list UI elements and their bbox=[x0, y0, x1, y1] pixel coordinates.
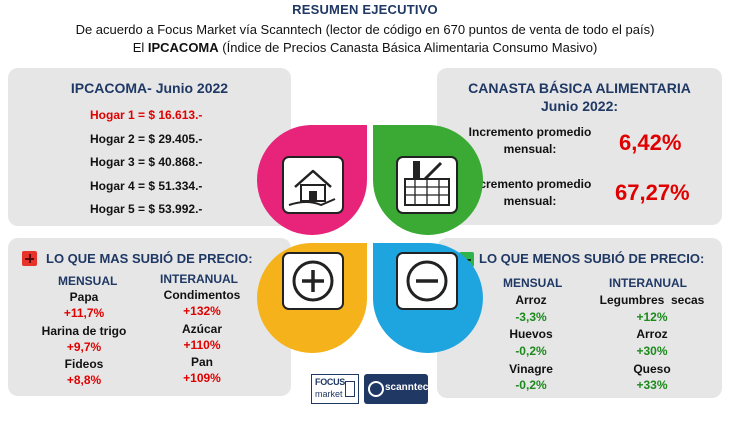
canasta-panel: CANASTA BÁSICA ALIMENTARIA Junio 2022: I… bbox=[437, 68, 722, 225]
menos-mensual-item-3: Vinagre bbox=[509, 362, 553, 376]
center-quadrant-graphic bbox=[257, 125, 483, 353]
menos-subio-title: LO QUE MENOS SUBIÓ DE PRECIO: bbox=[479, 251, 705, 266]
menos-mensual-pct-3: -0,2% bbox=[515, 378, 547, 392]
ipcacoma-panel: IPCACOMA- Junio 2022 Hogar 1 = $ 16.613.… bbox=[8, 68, 291, 226]
house-in-hand-icon bbox=[257, 125, 367, 235]
focus-market-logo: FOCUS market bbox=[311, 374, 359, 404]
scanntech-logo: scanntech bbox=[364, 374, 434, 404]
canasta-title: CANASTA BÁSICA ALIMENTARIA bbox=[468, 80, 691, 96]
incremento-label-2: Incremento promedio mensual: bbox=[468, 177, 592, 208]
plus-circle-icon bbox=[257, 243, 367, 353]
canasta-period: Junio 2022: bbox=[540, 98, 619, 114]
hogar-4: Hogar 4 = $ 51.334.- bbox=[90, 179, 203, 193]
mas-interanual-item-2: Azúcar bbox=[181, 322, 222, 336]
page-title: RESUMEN EJECUTIVO bbox=[292, 2, 438, 17]
incremento-value-2: 67,27% bbox=[615, 180, 690, 205]
menos-mensual-item-1: Arroz bbox=[515, 293, 547, 307]
mas-mensual-item-1: Papa bbox=[69, 290, 99, 304]
subtitle-index: El IPCACOMA (Índice de Precios Canasta B… bbox=[0, 40, 730, 55]
mas-mensual-pct-1: +11,7% bbox=[63, 306, 105, 320]
hogar-3: Hogar 3 = $ 40.868.- bbox=[90, 155, 203, 169]
minus-circle-icon bbox=[373, 243, 483, 353]
menos-mensual-pct-2: -0,2% bbox=[515, 344, 547, 358]
menos-interanual-item-3: Queso bbox=[633, 362, 671, 376]
menos-interanual-pct-1: +12% bbox=[636, 310, 668, 324]
mas-subio-title: LO QUE MAS SUBIÓ DE PRECIO: bbox=[46, 251, 253, 266]
red-plus-square-icon bbox=[22, 251, 37, 266]
mas-subio-panel: LO QUE MAS SUBIÓ DE PRECIO: MENSUAL INTE… bbox=[8, 238, 291, 396]
menos-interanual-pct-2: +30% bbox=[636, 344, 668, 358]
mas-interanual-pct-3: +109% bbox=[183, 371, 221, 385]
menos-interanual-item-2: Arroz bbox=[636, 327, 668, 341]
menos-interanual-item-1: Legumbres secas bbox=[599, 293, 705, 307]
ipcacoma-title: IPCACOMA- Junio 2022 bbox=[70, 80, 229, 96]
mas-interanual-pct-1: +132% bbox=[183, 304, 221, 318]
subtitle-prefix: El bbox=[132, 40, 145, 55]
subtitle-acronym: IPCACOMA bbox=[147, 40, 219, 55]
hogar-5: Hogar 5 = $ 53.992.- bbox=[90, 202, 203, 216]
grocery-basket-icon bbox=[373, 125, 483, 235]
menos-interanual-header: INTERANUAL bbox=[609, 276, 687, 290]
hogar-1: Hogar 1 = $ 16.613.- bbox=[90, 108, 203, 122]
menos-mensual-header: MENSUAL bbox=[503, 276, 563, 290]
hogar-2: Hogar 2 = $ 29.405.- bbox=[90, 132, 203, 146]
incremento-value-1: 6,42% bbox=[619, 130, 682, 155]
subtitle-source: De acuerdo a Focus Market vía Scanntech … bbox=[75, 22, 655, 37]
subtitle-description: (Índice de Precios Canasta Básica Alimen… bbox=[222, 40, 598, 55]
mas-mensual-pct-3: +8,8% bbox=[66, 373, 102, 387]
mas-mensual-item-2: Harina de trigo bbox=[41, 324, 127, 338]
menos-mensual-pct-1: -3,3% bbox=[515, 310, 547, 324]
mas-interanual-header: INTERANUAL bbox=[160, 272, 238, 286]
mas-interanual-item-1: Condimentos bbox=[163, 288, 241, 302]
menos-mensual-item-2: Huevos bbox=[509, 327, 553, 341]
mas-mensual-header: MENSUAL bbox=[58, 274, 118, 288]
incremento-label-1: Incremento promedio mensual: bbox=[468, 125, 592, 156]
mas-mensual-item-3: Fideos bbox=[64, 357, 104, 371]
mas-interanual-pct-2: +110% bbox=[183, 338, 221, 352]
menos-interanual-pct-3: +33% bbox=[636, 378, 668, 392]
menos-subio-panel: LO QUE MENOS SUBIÓ DE PRECIO: MENSUAL IN… bbox=[437, 238, 722, 398]
mas-interanual-item-3: Pan bbox=[190, 355, 213, 369]
mas-mensual-pct-2: +9,7% bbox=[66, 340, 102, 354]
